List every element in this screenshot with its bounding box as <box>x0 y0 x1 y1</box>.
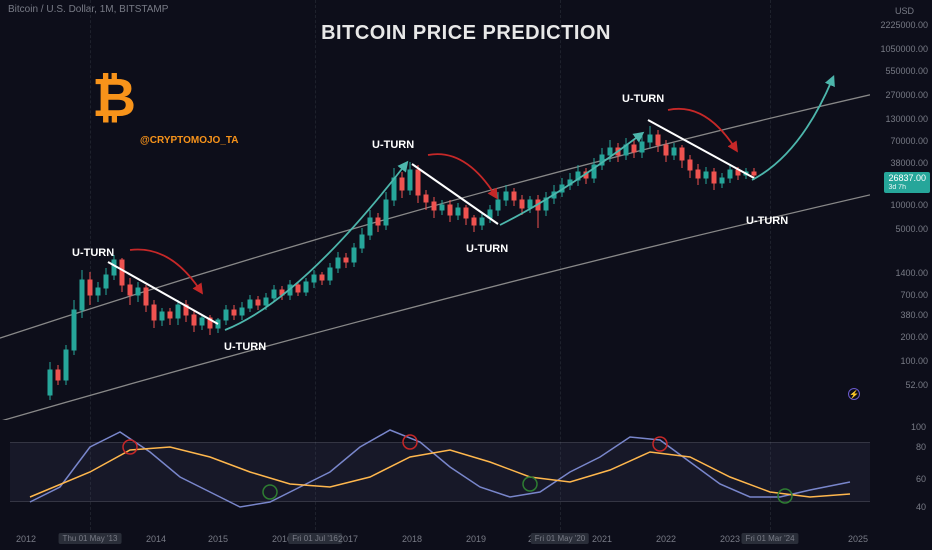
y-tick: 1400.00 <box>895 268 928 278</box>
y-tick: 550000.00 <box>885 66 928 76</box>
uturn-label: U-TURN <box>224 341 266 353</box>
uturn-label: U-TURN <box>622 93 664 105</box>
x-tick: Fri 01 Mar '24 <box>741 533 798 544</box>
uturn-label: U-TURN <box>746 215 788 227</box>
y-tick: 270000.00 <box>885 90 928 100</box>
uturn-label: U-TURN <box>72 247 114 259</box>
x-tick: 2019 <box>466 534 486 544</box>
y-tick: 1050000.00 <box>880 44 928 54</box>
main-chart[interactable] <box>0 0 870 420</box>
x-tick: 2021 <box>592 534 612 544</box>
y-tick: 10000.00 <box>890 200 928 210</box>
y-tick: 130000.00 <box>885 114 928 124</box>
indicator-tick: 60 <box>916 474 926 484</box>
x-tick: 2023 <box>720 534 740 544</box>
x-tick: 2017 <box>338 534 358 544</box>
y-tick: 700.00 <box>900 290 928 300</box>
indicator-tick: 80 <box>916 442 926 452</box>
x-tick: 2022 <box>656 534 676 544</box>
x-tick: Thu 01 May '13 <box>59 533 122 544</box>
current-price-badge: 26837.00 3d 7h <box>884 172 930 193</box>
y-tick: 70000.00 <box>890 136 928 146</box>
y-tick: 38000.00 <box>890 158 928 168</box>
x-tick: 2025 <box>848 534 868 544</box>
y-axis: 2225000.00 1050000.00 550000.00 270000.00 13… <box>870 0 932 550</box>
y-tick: 200.00 <box>900 332 928 342</box>
flash-icon[interactable]: ⚡ <box>848 388 860 400</box>
x-tick: 2015 <box>208 534 228 544</box>
x-tick: 2018 <box>402 534 422 544</box>
x-tick: 2014 <box>146 534 166 544</box>
y-tick: 5000.00 <box>895 224 928 234</box>
indicator-panel[interactable]: 100806040 <box>0 422 870 527</box>
x-tick: Fri 01 May '20 <box>531 533 589 544</box>
x-axis: 2012Thu 01 May '13201420152016Fri 01 Jul… <box>0 528 870 548</box>
y-tick: 380.00 <box>900 310 928 320</box>
y-tick: 100.00 <box>900 356 928 366</box>
y-tick: 2225000.00 <box>880 20 928 30</box>
uturn-label: U-TURN <box>372 139 414 151</box>
uturn-label: U-TURN <box>466 243 508 255</box>
x-tick: Fri 01 Jul '16 <box>288 533 342 544</box>
y-tick: 52.00 <box>905 380 928 390</box>
x-tick: 2012 <box>16 534 36 544</box>
indicator-tick: 40 <box>916 502 926 512</box>
indicator-tick: 100 <box>911 422 926 432</box>
